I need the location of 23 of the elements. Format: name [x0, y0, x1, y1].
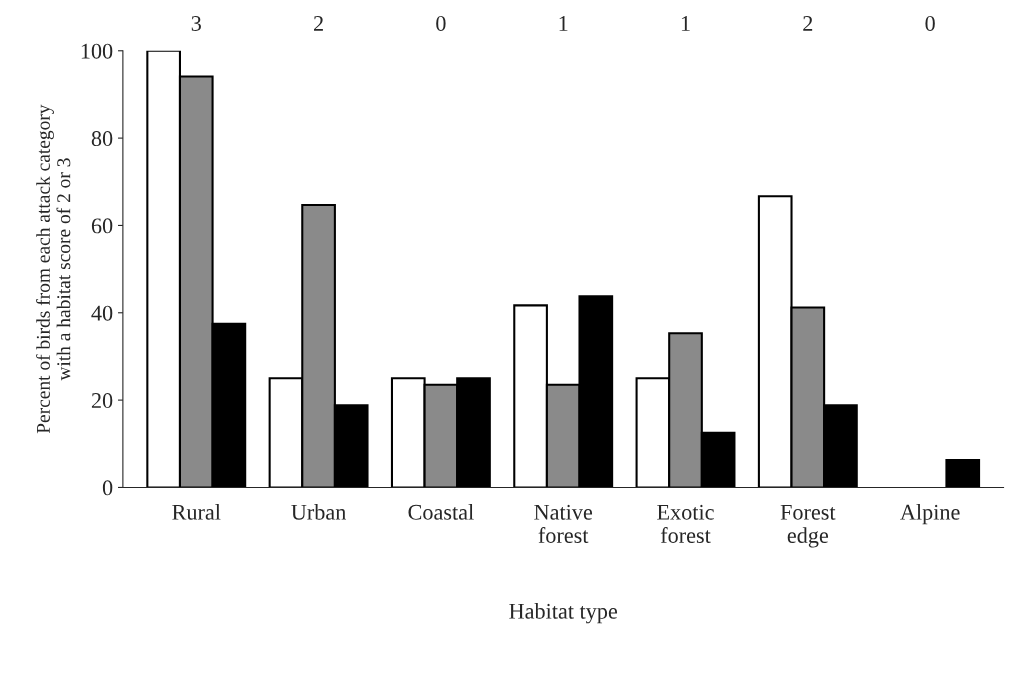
x-tick-label: Forest edge [780, 504, 836, 548]
y-tick-label: 40 [91, 305, 113, 321]
y-tick-label: 80 [91, 131, 113, 147]
bar [945, 458, 981, 488]
x-axis-title: Habitat type [509, 603, 618, 624]
text: 2 [314, 16, 323, 31]
text: 0 [925, 15, 935, 31]
y-axis-title: Percent of birds from each attack category with a habitat score of 2 or 3 [36, 104, 71, 434]
text: 0 [436, 15, 446, 31]
x-tick-label: Exotic forest [657, 504, 714, 543]
text: 1 [681, 16, 690, 31]
y-tick-label: 60 [91, 218, 113, 234]
x-tick-label: Native forest [534, 504, 593, 543]
text: 2 [803, 16, 813, 31]
y-tick-label: 20 [91, 393, 113, 409]
x-tick-label: Alpine [900, 504, 960, 525]
y-tick-label: 0 [102, 480, 113, 496]
y-tick-label: 100 [81, 43, 113, 59]
x-tick-label: Coastal [408, 504, 474, 520]
x-tick-label: Rural [172, 504, 221, 520]
text: 3 [191, 16, 201, 31]
text: 1 [559, 16, 568, 31]
x-tick-label: Urban [291, 504, 347, 520]
